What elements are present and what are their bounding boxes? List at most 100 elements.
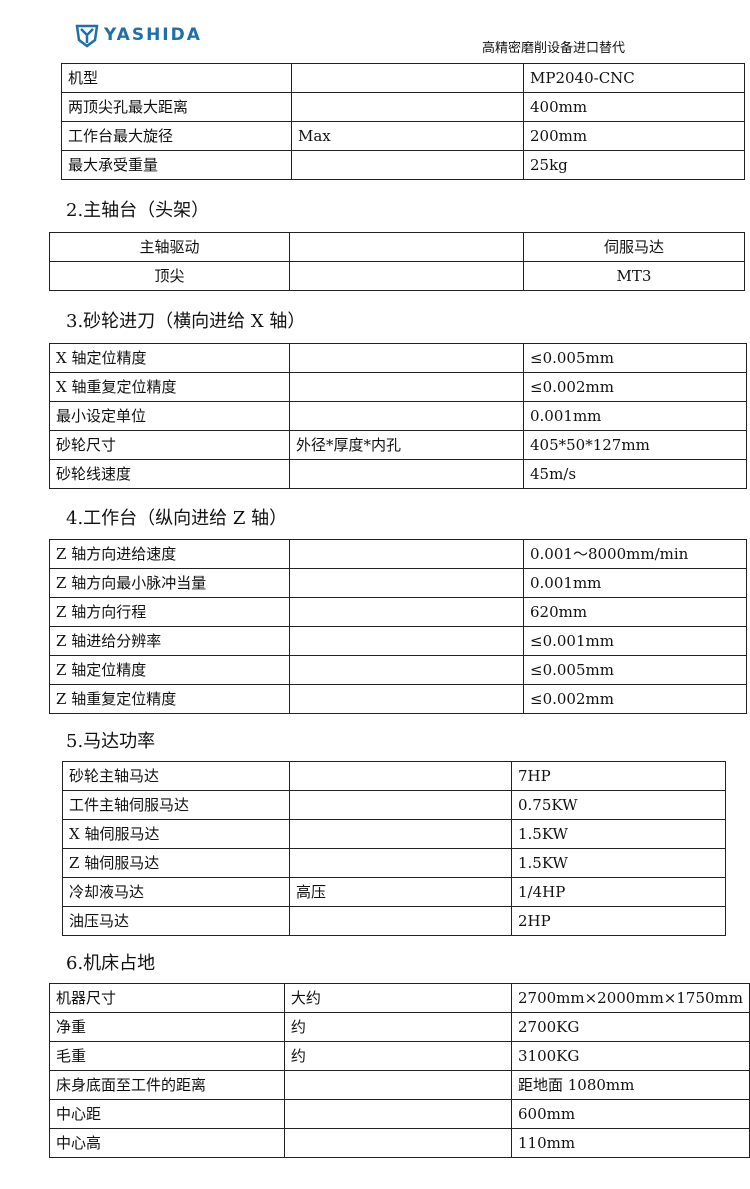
table-row: 砂轮主轴马达 7HP	[62, 761, 726, 791]
spec-note	[289, 684, 524, 714]
table-row: Z 轴方向行程 620mm	[49, 597, 747, 627]
section-heading: 4.工作台（纵向进给 Z 轴）	[66, 508, 288, 529]
spec-value: 25kg	[523, 150, 745, 180]
spec-label: 砂轮线速度	[49, 459, 290, 489]
spec-label: 最大承受重量	[61, 150, 292, 180]
spec-value: MT3	[523, 261, 745, 291]
spec-value: 0.75KW	[511, 790, 726, 820]
section-heading: 3.砂轮进刀（横向进给 X 轴）	[66, 311, 306, 332]
spec-table-headstock: 主轴驱动 伺服马达 顶尖 MT3	[49, 232, 745, 291]
logo-shield-icon	[75, 24, 99, 48]
spec-note	[289, 459, 524, 489]
spec-label: 两顶尖孔最大距离	[61, 92, 292, 122]
spec-label: 机型	[61, 63, 292, 93]
spec-label: 床身底面至工件的距离	[49, 1070, 285, 1100]
spec-label: X 轴定位精度	[49, 343, 290, 373]
spec-label: 毛重	[49, 1041, 285, 1071]
table-row: 顶尖 MT3	[49, 261, 745, 291]
table-row: Z 轴方向进给速度 0.001～8000mm/min	[49, 539, 747, 569]
table-row: X 轴伺服马达 1.5KW	[62, 819, 726, 849]
table-row: 主轴驱动 伺服马达	[49, 232, 745, 262]
table-row: 床身底面至工件的距离 距地面 1080mm	[49, 1070, 750, 1100]
table-row: Z 轴伺服马达 1.5KW	[62, 848, 726, 878]
spec-label: Z 轴进给分辨率	[49, 626, 290, 656]
table-row: 中心距 600mm	[49, 1099, 750, 1129]
spec-table-x-axis: X 轴定位精度 ≤0.005mm X 轴重复定位精度 ≤0.002mm 最小设定单位 0.…	[49, 343, 747, 489]
spec-note	[289, 819, 512, 849]
spec-label: Z 轴方向进给速度	[49, 539, 290, 569]
spec-label: 冷却液马达	[62, 877, 290, 907]
spec-value: 400mm	[523, 92, 745, 122]
spec-note	[289, 343, 524, 373]
table-row: 最小设定单位 0.001mm	[49, 401, 747, 431]
spec-value: ≤0.005mm	[523, 343, 747, 373]
spec-value: 405*50*127mm	[523, 430, 747, 460]
spec-label: 机器尺寸	[49, 983, 285, 1013]
table-row: 工件主轴伺服马达 0.75KW	[62, 790, 726, 820]
spec-value: 0.001mm	[523, 568, 747, 598]
spec-value: 1.5KW	[511, 819, 726, 849]
spec-note	[289, 401, 524, 431]
spec-value: 伺服马达	[523, 232, 745, 262]
logo-text: YASHIDA	[104, 25, 202, 45]
spec-value: 110mm	[510, 1128, 750, 1158]
spec-value: 距地面 1080mm	[510, 1070, 750, 1100]
spec-value: 7HP	[511, 761, 726, 791]
spec-value: 45m/s	[523, 459, 747, 489]
spec-value: 0.001～8000mm/min	[523, 539, 747, 569]
table-row: 净重约 2700KG	[49, 1012, 750, 1042]
table-row: 机器尺寸 大约 2700mm×2000mm×1750mm	[49, 983, 750, 1013]
spec-label: Z 轴重复定位精度	[49, 684, 290, 714]
spec-table-footprint: 机器尺寸 大约 2700mm×2000mm×1750mm 净重约 2700KG 毛重约 31…	[49, 983, 750, 1158]
spec-label: Z 轴伺服马达	[62, 848, 290, 878]
spec-label: 中心高	[49, 1128, 285, 1158]
table-row: X 轴定位精度 ≤0.005mm	[49, 343, 747, 373]
table-row: 两顶尖孔最大距离 400mm	[61, 92, 745, 122]
spec-label: Z 轴方向行程	[49, 597, 290, 627]
spec-value: 1.5KW	[511, 848, 726, 878]
table-row: 最大承受重量 25kg	[61, 150, 745, 180]
table-row: 冷却液马达 高压 1/4HP	[62, 877, 726, 907]
table-row: 中心高 110mm	[49, 1128, 750, 1158]
table-row: X 轴重复定位精度 ≤0.002mm	[49, 372, 747, 402]
spec-label: X 轴重复定位精度	[49, 372, 290, 402]
spec-note	[289, 906, 512, 936]
spec-note	[289, 539, 524, 569]
spec-table-machine: 机型 MP2040-CNC 两顶尖孔最大距离 400mm 工作台最大旋径 Max 200mm…	[61, 63, 745, 180]
spec-note: 约	[283, 1012, 512, 1042]
spec-label: 主轴驱动	[49, 232, 290, 262]
section-heading: 2.主轴台（头架）	[66, 200, 210, 221]
section-heading: 6.机床占地	[66, 953, 156, 974]
spec-note	[289, 626, 524, 656]
spec-label: 工件主轴伺服马达	[62, 790, 290, 820]
spec-value: 620mm	[523, 597, 747, 627]
spec-note	[291, 63, 524, 93]
spec-label: 最小设定单位	[49, 401, 290, 431]
spec-value: 200mm	[523, 121, 745, 151]
spec-label: 砂轮尺寸	[49, 430, 290, 460]
table-row: Z 轴定位精度 ≤0.005mm	[49, 655, 747, 685]
spec-table-motor-power: 砂轮主轴马达 7HP 工件主轴伺服马达 0.75KW X 轴伺服马达 1.5KW Z 轴伺服…	[62, 761, 726, 936]
table-row: 机型 MP2040-CNC	[61, 63, 745, 93]
spec-note: 大约	[283, 983, 512, 1013]
spec-note	[289, 655, 524, 685]
spec-note: 约	[283, 1041, 512, 1071]
spec-note	[289, 232, 524, 262]
spec-note	[283, 1128, 512, 1158]
spec-note	[291, 150, 524, 180]
table-row: 砂轮尺寸 外径*厚度*内孔 405*50*127mm	[49, 430, 747, 460]
table-row: 油压马达 2HP	[62, 906, 726, 936]
spec-value: 2700mm×2000mm×1750mm	[510, 983, 750, 1013]
spec-note: 高压	[289, 877, 512, 907]
spec-value: 3100KG	[510, 1041, 750, 1071]
spec-value: 0.001mm	[523, 401, 747, 431]
spec-label: 油压马达	[62, 906, 290, 936]
spec-label: Z 轴定位精度	[49, 655, 290, 685]
spec-value: MP2040-CNC	[523, 63, 745, 93]
spec-note: Max	[291, 121, 524, 151]
spec-value: ≤0.002mm	[523, 372, 747, 402]
spec-note	[283, 1099, 512, 1129]
table-row: Z 轴进给分辨率 ≤0.001mm	[49, 626, 747, 656]
spec-label: 工作台最大旋径	[61, 121, 292, 151]
spec-label: 净重	[49, 1012, 285, 1042]
